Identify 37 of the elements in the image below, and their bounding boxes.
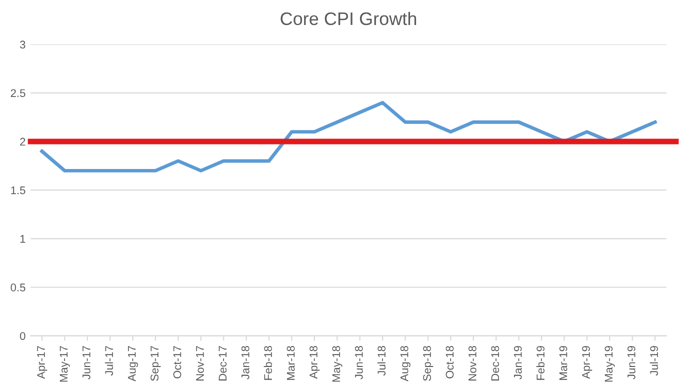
x-tick-label: Feb-18 <box>264 346 272 380</box>
x-tick-label: May-18 <box>332 346 342 382</box>
y-tick-label: 3 <box>20 40 26 49</box>
x-tick-label: Nov-18 <box>468 346 476 380</box>
x-tick-label: Oct-17 <box>173 346 182 378</box>
x-tick-label: May-17 <box>60 346 70 382</box>
x-tick-label: Jul-18 <box>377 346 386 376</box>
x-tick-label: Dec-18 <box>491 346 500 380</box>
y-tick-label: 1.5 <box>11 186 26 194</box>
y-tick-label: 2 <box>20 138 26 146</box>
x-tick-label: Mar-18 <box>286 346 295 380</box>
x-tick-label: Sep-18 <box>423 346 434 381</box>
x-tick-label: Jun-19 <box>627 346 636 380</box>
x-tick-label: Jun-18 <box>354 346 363 380</box>
y-tick-label: 0 <box>20 332 26 340</box>
x-tick-label: Dec-17 <box>218 346 227 380</box>
x-tick-label: Jul-17 <box>104 346 114 376</box>
x-tick-label: Aug-17 <box>128 346 138 382</box>
x-tick-label: Apr-18 <box>310 346 320 379</box>
x-tick-label: Apr-19 <box>582 346 592 379</box>
line-series <box>40 100 657 172</box>
x-tick-label: Jul-19 <box>650 346 658 376</box>
x-tick-label: Apr-17 <box>37 346 48 379</box>
x-tick-label: May-19 <box>604 346 615 382</box>
y-tick-label: 0.5 <box>10 284 26 292</box>
x-tick-label: Oct-18 <box>446 346 454 378</box>
x-tick-label: Nov-17 <box>196 346 204 380</box>
x-tick-label: Feb-19 <box>536 346 544 380</box>
x-tick-label: Mar-19 <box>559 346 568 380</box>
x-tick-label: Jan-19 <box>514 346 522 380</box>
x-tick-label: Aug-18 <box>400 346 410 382</box>
x-tick-label: Sep-17 <box>150 346 161 381</box>
y-tick-label: 2.5 <box>10 89 26 98</box>
chart-title: Core CPI Growth <box>280 12 416 26</box>
x-tick-label: Jan-18 <box>241 346 250 380</box>
y-tick-label: 1 <box>20 235 26 243</box>
x-tick-label: Jun-17 <box>82 346 90 380</box>
